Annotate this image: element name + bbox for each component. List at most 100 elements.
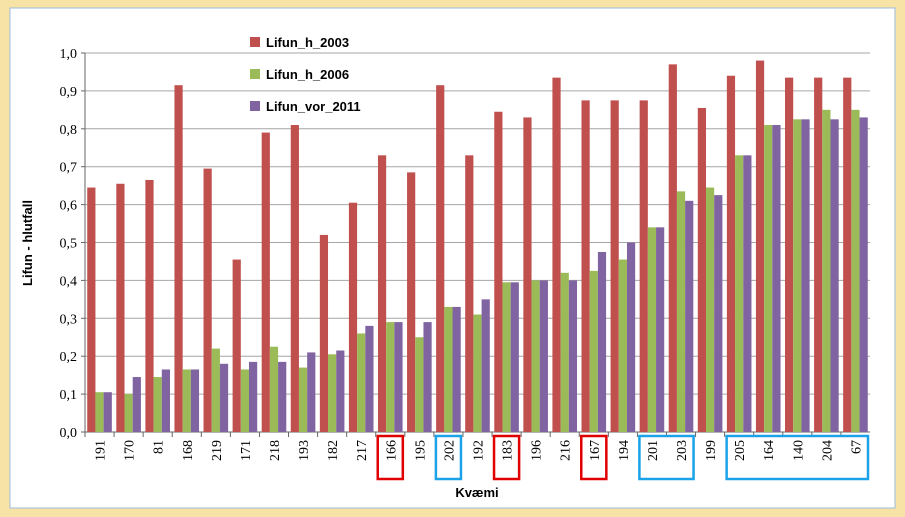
- bar: [494, 111, 503, 433]
- bar: [656, 227, 665, 432]
- legend-label: Lifun_vor_2011: [266, 99, 361, 114]
- bar: [822, 109, 831, 432]
- x-tick-label: 168: [181, 440, 196, 461]
- bar: [626, 242, 636, 432]
- x-tick-label: 170: [123, 440, 138, 461]
- x-tick-label: 196: [530, 440, 545, 461]
- y-tick-label: 0,9: [60, 85, 78, 100]
- bar: [87, 187, 96, 432]
- legend-swatch: [250, 69, 260, 79]
- bar: [830, 119, 839, 432]
- bar: [394, 322, 403, 432]
- bar: [523, 117, 532, 433]
- x-tick-label: 195: [413, 440, 428, 461]
- bar: [116, 183, 125, 432]
- bar: [444, 306, 453, 432]
- y-axis-title: Lifun - hlutfall: [20, 200, 35, 286]
- bar: [298, 367, 308, 432]
- bar: [261, 132, 270, 432]
- legend-swatch: [250, 101, 260, 111]
- legend-label: Lifun_h_2003: [266, 35, 349, 50]
- bar: [465, 155, 474, 432]
- y-tick-label: 0,3: [60, 312, 78, 327]
- bar: [336, 350, 345, 432]
- bar: [851, 109, 860, 432]
- highlight-box: [725, 434, 870, 481]
- bar: [772, 125, 781, 432]
- bar: [249, 361, 258, 432]
- bar: [755, 60, 765, 433]
- bar: [481, 299, 490, 432]
- y-tick-label: 0,2: [60, 350, 78, 365]
- bar: [785, 77, 794, 432]
- x-tick-label: 183: [501, 440, 516, 461]
- bar: [581, 100, 590, 432]
- x-tick-label: 203: [675, 440, 690, 461]
- bar: [539, 280, 548, 432]
- bar: [278, 361, 287, 432]
- bar: [232, 259, 241, 432]
- bar: [597, 251, 607, 432]
- bar: [618, 259, 627, 432]
- bar: [676, 191, 686, 432]
- bar: [423, 322, 432, 432]
- bar: [531, 280, 540, 432]
- bar: [328, 354, 337, 432]
- x-axis-title: Kvæmi: [455, 485, 498, 500]
- bar: [436, 85, 445, 432]
- x-tick-label: 219: [210, 440, 225, 461]
- y-tick-label: 0,1: [60, 388, 78, 403]
- x-tick-label: 191: [94, 440, 109, 461]
- x-tick-label: 192: [472, 440, 487, 461]
- x-tick-label: 81: [152, 440, 167, 454]
- bar: [685, 200, 694, 432]
- highlight-box: [580, 434, 608, 481]
- highlight-box: [376, 434, 405, 481]
- bar: [714, 195, 723, 432]
- bar: [290, 125, 299, 432]
- bar: [161, 369, 170, 432]
- bar: [357, 333, 366, 432]
- bar: [502, 282, 511, 432]
- x-tick-label: 205: [733, 440, 748, 461]
- x-tick-label: 201: [646, 440, 661, 461]
- bar: [95, 392, 104, 432]
- legend-label: Lifun_h_2006: [266, 67, 349, 82]
- bar: [726, 75, 736, 433]
- bar: [697, 107, 706, 432]
- bar: [560, 272, 569, 432]
- bar: [365, 325, 374, 432]
- y-tick-label: 1,0: [60, 47, 78, 62]
- bar: [801, 119, 810, 432]
- y-tick-label: 0,0: [60, 426, 78, 441]
- legend-swatch: [250, 37, 260, 47]
- bar: [764, 125, 773, 432]
- bar: [219, 363, 229, 432]
- bar: [203, 168, 212, 432]
- bar: [793, 119, 802, 432]
- bar: [386, 322, 395, 432]
- highlight-box: [492, 434, 521, 481]
- bar: [510, 282, 519, 432]
- x-tick-label: 167: [588, 440, 603, 461]
- y-tick-label: 0,4: [60, 274, 78, 289]
- x-tick-label: 202: [442, 440, 457, 461]
- x-tick-label: 216: [559, 440, 574, 461]
- x-tick-label: 218: [268, 440, 283, 461]
- x-tick-label: 140: [791, 440, 806, 461]
- bar: [735, 155, 744, 432]
- bar: [859, 117, 868, 433]
- bar: [568, 280, 578, 432]
- bar: [348, 202, 358, 432]
- highlight-box: [434, 434, 463, 481]
- bar: [190, 369, 200, 432]
- bar: [610, 100, 619, 432]
- bar: [103, 392, 112, 432]
- bar: [668, 64, 677, 433]
- bar: [407, 172, 416, 432]
- bar: [743, 155, 752, 432]
- x-tick-label: 217: [355, 440, 370, 461]
- y-tick-label: 0,7: [60, 161, 78, 176]
- x-tick-label: 171: [239, 440, 254, 461]
